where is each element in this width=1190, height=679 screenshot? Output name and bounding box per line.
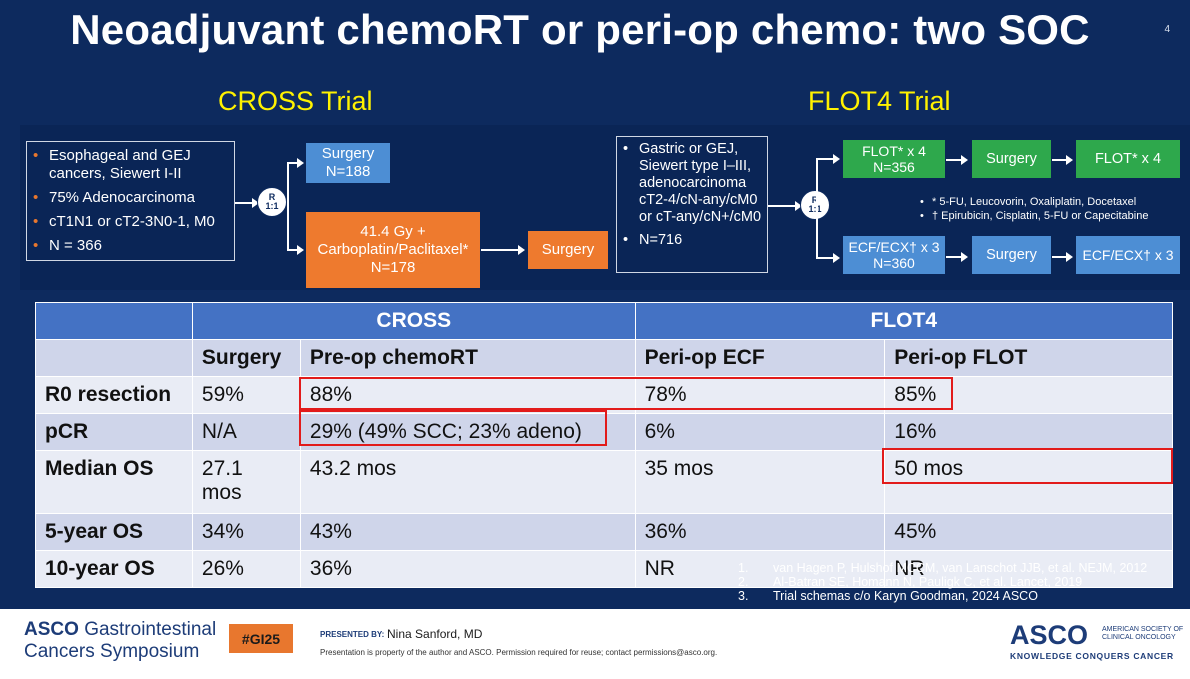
cross-trial-heading: CROSS Trial [218, 86, 373, 116]
flot4-arm1-after: FLOT* x 4 [1076, 140, 1180, 178]
arrow-right-icon [287, 245, 304, 255]
flot4-note: * 5-FU, Leucovorin, Oxaliplatin, Docetax… [932, 196, 1137, 208]
table-row: R0 resection 59% 88% 78% 85% [35, 376, 1173, 414]
arrow-right-icon [946, 252, 968, 262]
table-row: 5-year OS 34% 43% 36% 45% [35, 513, 1173, 551]
table-cell: 43.2 mos [299, 450, 636, 514]
flot4-note: † Epirubicin, Cisplatin, 5-FU or Capecit… [932, 210, 1149, 222]
cross-criterion: cT1N1 or cT2-3N0-1, M0 [29, 213, 232, 231]
table-row: 10-year OS 26% 36% NR NR [35, 550, 1173, 588]
table-cell: 78% [634, 376, 886, 414]
arrow-right-icon [1052, 155, 1073, 165]
gi-symposium-logo: ASCO Gastrointestinal Cancers Symposium [24, 619, 217, 662]
arrow-right-icon [287, 158, 304, 168]
flot4-notes: • * 5-FU, Leucovorin, Oxaliplatin, Doceta… [920, 196, 1149, 222]
table-cell: 43% [299, 513, 636, 551]
arrow-right-icon [481, 245, 525, 255]
highlight-r0-box [299, 377, 953, 410]
connector [235, 198, 259, 208]
table-corner [35, 302, 193, 340]
flot4-criterion: N=716 [619, 232, 765, 249]
cross-randomize-icon: R 1:1 [257, 187, 287, 217]
highlight-pcr-box [299, 410, 607, 446]
table-cell: 27.1 mos [191, 450, 301, 514]
arrow-right-icon [816, 253, 840, 263]
reference-item: 2. Al-Batran SE, Homann N, Pauligk C, et … [738, 575, 1083, 589]
group-header-cross: CROSS [191, 302, 636, 340]
group-header-flot4: FLOT4 [634, 302, 1174, 340]
column-header: Pre-op chemoRT [299, 339, 636, 377]
flot4-criteria-box: Gastric or GEJ, Siewert type I–III, aden… [616, 136, 768, 273]
connector [768, 201, 802, 211]
row-header: 10-year OS [35, 550, 193, 588]
column-header: Surgery [191, 339, 301, 377]
column-header: Peri-op ECF [634, 339, 886, 377]
table-column-header-row: Surgery Pre-op chemoRT Peri-op ECF Peri-… [35, 339, 1173, 377]
flot4-arm1: FLOT* x 4 N=356 [843, 140, 945, 178]
disclaimer: Presentation is property of the author a… [320, 648, 718, 657]
flot4-arm2: ECF/ECX† x 3 N=360 [843, 236, 945, 274]
row-header: 5-year OS [35, 513, 193, 551]
table-cell: 36% [634, 513, 886, 551]
table-cell: NR [884, 550, 1173, 588]
references: 1. van Hagen P, Hulshof MCCM, van Lanscho… [735, 561, 1147, 603]
table-corner [35, 339, 193, 377]
flot4-arm2-surgery: Surgery [972, 236, 1051, 274]
flot4-arm2-after: ECF/ECX† x 3 [1076, 236, 1180, 274]
cross-arm-chemort: 41.4 Gy + Carboplatin/Paclitaxel* N=178 [306, 212, 480, 288]
flot4-trial-heading: FLOT4 Trial [808, 86, 951, 116]
table-cell: NR [634, 550, 886, 588]
flot4-arm1-surgery: Surgery [972, 140, 1051, 178]
highlight-os-box [882, 448, 1173, 484]
connector [816, 158, 818, 258]
presenter-name: Nina Sanford, MD [387, 627, 483, 641]
column-header: Peri-op FLOT [884, 339, 1173, 377]
connector [287, 162, 289, 250]
table-cell: 6% [634, 413, 886, 451]
table-cell: 85% [884, 376, 1173, 414]
slide-number: 4 [1164, 24, 1170, 35]
arrow-right-icon [816, 154, 840, 164]
cross-arm-surgery: Surgery N=188 [306, 143, 390, 183]
table-group-header-row: CROSS FLOT4 [35, 302, 1174, 340]
flot4-randomize-icon: R 1:1 [800, 190, 830, 220]
reference-item: 1. van Hagen P, Hulshof MCCM, van Lanscho… [738, 561, 1148, 575]
slide-title: Neoadjuvant chemoRT or peri-op chemo: tw… [70, 6, 1090, 53]
row-header: R0 resection [35, 376, 193, 414]
cross-criterion: N = 366 [29, 237, 232, 255]
table-cell: 45% [884, 513, 1173, 551]
comparison-table: CROSS FLOT4 Surgery Pre-op chemoRT Peri-… [35, 302, 1174, 588]
table-cell: 88% [299, 376, 636, 414]
cross-criteria-box: Esophageal and GEJ cancers, Siewert I-II… [26, 141, 235, 261]
table-cell: 36% [299, 550, 636, 588]
table-cell: 16% [884, 413, 1173, 451]
table-cell: 26% [191, 550, 301, 588]
row-header: pCR [35, 413, 193, 451]
hashtag-badge: #GI25 [229, 624, 293, 653]
flot4-criterion: Gastric or GEJ, Siewert type I–III, aden… [619, 141, 765, 226]
presented-by-label: PRESENTED BY: [320, 630, 385, 639]
table-cell: 34% [191, 513, 301, 551]
table-cell: 35 mos [634, 450, 886, 514]
arrow-right-icon [946, 155, 968, 165]
reference-item: 3. Trial schemas c/o Karyn Goodman, 2024 … [738, 589, 1038, 603]
cross-criterion: 75% Adenocarcinoma [29, 189, 232, 207]
table-cell: 59% [191, 376, 301, 414]
cross-criterion: Esophageal and GEJ cancers, Siewert I-II [29, 147, 232, 183]
footer [0, 609, 1190, 679]
row-header: Median OS [35, 450, 193, 514]
table-cell: N/A [191, 413, 301, 451]
arrow-right-icon [1052, 252, 1073, 262]
asco-logo: ASCO AMERICAN SOCIETY OF CLINICAL ONCOLO… [1010, 620, 1184, 661]
cross-arm-chemort-surgery: Surgery [528, 231, 608, 269]
